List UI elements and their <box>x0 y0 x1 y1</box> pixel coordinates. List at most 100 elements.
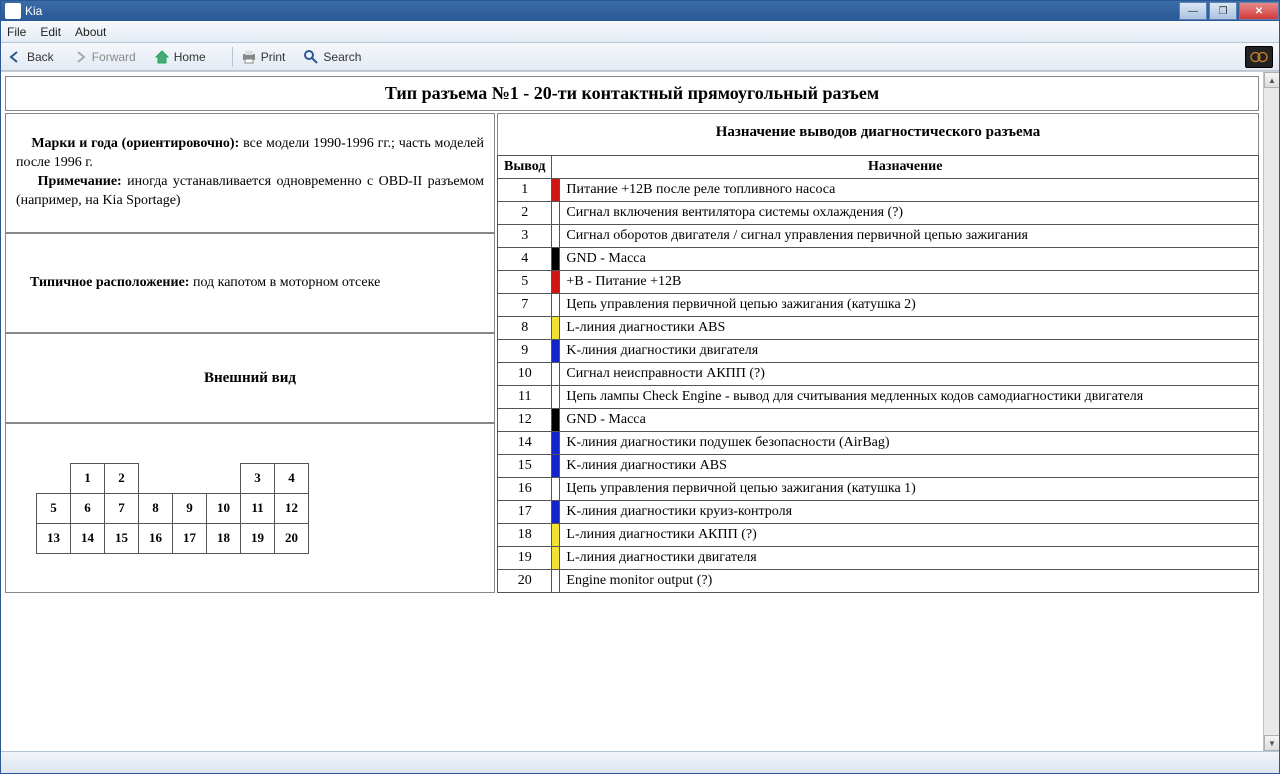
pin-description: Сигнал оборотов двигателя / сигнал управ… <box>560 225 1259 248</box>
home-icon <box>154 49 170 65</box>
scrollbar[interactable]: ▲ ▼ <box>1263 72 1279 751</box>
pin-description: GND - Масса <box>560 248 1259 271</box>
col-name: Назначение <box>552 156 1259 179</box>
table-row: 16Цепь управления первичной цепью зажига… <box>498 478 1259 501</box>
connector-pin: 9 <box>173 493 207 523</box>
connector-pin: 19 <box>241 523 275 553</box>
pin-description: Цепь управления первичной цепью зажигани… <box>560 478 1259 501</box>
toolbar: Back Forward Home Print Search <box>1 43 1279 71</box>
appearance-heading-box: Внешний вид <box>5 333 495 423</box>
right-column: Назначение выводов диагностического разъ… <box>497 113 1259 593</box>
menu-edit[interactable]: Edit <box>40 25 61 39</box>
pin-description: L-линия диагностики двигателя <box>560 547 1259 570</box>
connector-diagram: 1234567891011121314151617181920 <box>36 463 343 554</box>
info-box: Марки и года (ориентировочно): все модел… <box>5 113 495 233</box>
pin-number: 1 <box>498 179 552 202</box>
home-button[interactable]: Home <box>154 49 206 65</box>
brand-badge <box>1245 46 1273 68</box>
pin-number: 15 <box>498 455 552 478</box>
pin-description: K-линия диагностики подушек безопасности… <box>560 432 1259 455</box>
connector-pin: 16 <box>139 523 173 553</box>
back-button[interactable]: Back <box>7 49 54 65</box>
pin-color <box>552 294 560 317</box>
pin-color <box>552 248 560 271</box>
pin-color <box>552 432 560 455</box>
table-row: 5+B - Питание +12В <box>498 271 1259 294</box>
search-button[interactable]: Search <box>303 49 361 65</box>
search-icon <box>303 49 319 65</box>
pin-number: 11 <box>498 386 552 409</box>
table-row: 4 GND - Масса <box>498 248 1259 271</box>
pin-color <box>552 317 560 340</box>
pin-description: K-линия диагностики круиз-контроля <box>560 501 1259 524</box>
pin-color <box>552 547 560 570</box>
table-row: 20Engine monitor output (?) <box>498 570 1259 593</box>
pin-number: 8 <box>498 317 552 340</box>
pin-description: Сигнал неисправности АКПП (?) <box>560 363 1259 386</box>
pin-number: 4 <box>498 248 552 271</box>
location-box: Типичное расположение: под капотом в мот… <box>5 233 495 333</box>
menubar: File Edit About <box>1 21 1279 43</box>
table-row: 15 K-линия диагностики ABS <box>498 455 1259 478</box>
connector-pin: 2 <box>105 463 139 493</box>
brands-label: Марки и года (ориентировочно): <box>31 136 239 151</box>
table-row: 18L-линия диагностики АКПП (?) <box>498 524 1259 547</box>
connector-pin: 18 <box>207 523 241 553</box>
pin-description: Цепь лампы Check Engine - вывод для счит… <box>560 386 1259 409</box>
window-controls: — ❐ ✕ <box>1177 2 1279 20</box>
pin-number: 14 <box>498 432 552 455</box>
menu-file[interactable]: File <box>7 25 26 39</box>
connector-pin: 20 <box>275 523 309 553</box>
print-button[interactable]: Print <box>241 49 286 65</box>
pin-color <box>552 386 560 409</box>
pin-color <box>552 202 560 225</box>
col-pin: Вывод <box>498 156 552 179</box>
location-value: под капотом в моторном отсеке <box>189 275 380 290</box>
pin-number: 19 <box>498 547 552 570</box>
back-label: Back <box>27 50 54 64</box>
minimize-button[interactable]: — <box>1179 2 1207 20</box>
pin-color <box>552 455 560 478</box>
forward-label: Forward <box>92 50 136 64</box>
statusbar <box>1 751 1279 773</box>
connector-pin: 14 <box>71 523 105 553</box>
scroll-down-button[interactable]: ▼ <box>1264 735 1279 751</box>
search-label: Search <box>323 50 361 64</box>
close-button[interactable]: ✕ <box>1239 2 1279 20</box>
table-row: 11 Цепь лампы Check Engine - вывод для сч… <box>498 386 1259 409</box>
connector-pin: 4 <box>275 463 309 493</box>
scroll-up-button[interactable]: ▲ <box>1264 72 1279 88</box>
appearance-heading: Внешний вид <box>204 370 296 387</box>
pin-color <box>552 179 560 202</box>
table-row: 17K-линия диагностики круиз-контроля <box>498 501 1259 524</box>
connector-table: 1234567891011121314151617181920 <box>36 463 343 554</box>
note-text: Примечание: иногда устанавливается однов… <box>16 173 484 211</box>
connector-pin: 13 <box>37 523 71 553</box>
table-row: 1Питание +12В после реле топливного насо… <box>498 179 1259 202</box>
pin-color <box>552 363 560 386</box>
connector-pin: 17 <box>173 523 207 553</box>
pin-description: K-линия диагностики ABS <box>560 455 1259 478</box>
table-row: 19 L-линия диагностики двигателя <box>498 547 1259 570</box>
connector-pin <box>309 463 343 493</box>
table-header-row: Вывод Назначение <box>498 156 1259 179</box>
pin-description: +B - Питание +12В <box>560 271 1259 294</box>
note-label: Примечание: <box>38 174 122 189</box>
connector-pin: 15 <box>105 523 139 553</box>
two-column-layout: Марки и года (ориентировочно): все модел… <box>5 113 1259 593</box>
brands-text: Марки и года (ориентировочно): все модел… <box>16 135 484 173</box>
table-row: 7Цепь управления первичной цепью зажиган… <box>498 294 1259 317</box>
pin-color <box>552 524 560 547</box>
window-title: Kia <box>25 4 42 18</box>
pin-description: L-линия диагностики ABS <box>560 317 1259 340</box>
connector-pin: 10 <box>207 493 241 523</box>
document: Тип разъема №1 - 20-ти контактный прямоу… <box>1 72 1263 751</box>
maximize-button[interactable]: ❐ <box>1209 2 1237 20</box>
connector-pin: 3 <box>241 463 275 493</box>
menu-about[interactable]: About <box>75 25 106 39</box>
forward-button[interactable]: Forward <box>72 49 136 65</box>
connector-box: 1234567891011121314151617181920 <box>5 423 495 593</box>
titlebar: Kia — ❐ ✕ <box>1 1 1279 21</box>
pin-number: 10 <box>498 363 552 386</box>
table-row: 10 Сигнал неисправности АКПП (?) <box>498 363 1259 386</box>
